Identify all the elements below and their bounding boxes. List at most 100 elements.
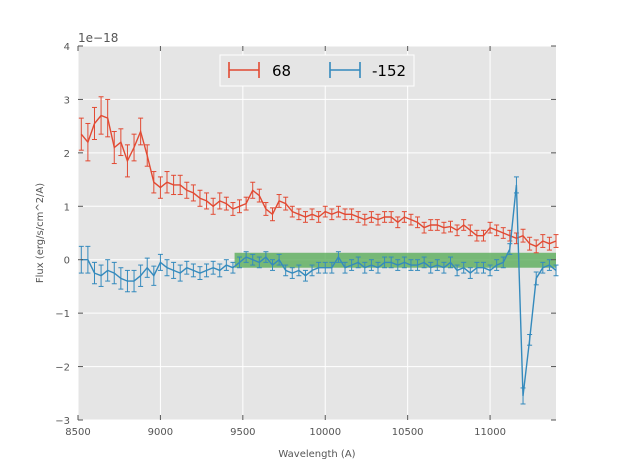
series-2-point [355, 256, 361, 269]
legend-marker-series-1 [228, 62, 260, 78]
series-1-point [329, 208, 335, 221]
series-1-point [276, 194, 282, 208]
series-1-point [263, 202, 269, 216]
series-1-point [138, 117, 144, 146]
series-1-point [283, 196, 289, 211]
series-1-point [415, 216, 421, 229]
series-1-point [184, 181, 190, 199]
series-1-point [289, 205, 295, 218]
series-1-point [487, 221, 493, 234]
y-axis-label: Flux (erg/s/cm^2/A) [35, 183, 46, 283]
series-2-point [111, 261, 117, 285]
series-2-point [289, 267, 295, 279]
series-2-point [513, 176, 519, 194]
series-2-point [448, 256, 454, 269]
series-2-point [507, 243, 513, 255]
y-tick-label: −1 [55, 309, 70, 320]
series-1-point [91, 106, 97, 140]
series-2-point [276, 253, 282, 266]
series-1-point [335, 205, 341, 218]
series-2-point [500, 256, 506, 269]
series-1-point [421, 221, 427, 234]
y-offset-label: 1e−18 [78, 31, 118, 45]
series-1-point [118, 128, 124, 157]
series-1-point [302, 211, 308, 223]
series-2-point [230, 261, 236, 274]
series-1-point [111, 130, 117, 165]
series-1-point [388, 211, 394, 223]
series-2-point [197, 266, 203, 280]
series-2-point [283, 264, 289, 277]
series-1-point [177, 174, 183, 196]
series-1-point [467, 224, 473, 237]
series-1-point [230, 202, 236, 216]
series-2-point [171, 261, 177, 279]
y-tick-label: −2 [55, 363, 70, 374]
legend-marker-series-2 [329, 62, 361, 78]
series-2-point [263, 251, 269, 263]
series-2-point [256, 256, 262, 269]
legend-label-series-2: -152 [372, 62, 406, 80]
series-1-point [256, 188, 262, 203]
series-1-point [461, 219, 467, 231]
x-tick-label: 9500 [230, 427, 255, 438]
series-2-point [223, 259, 229, 271]
series-2-point [480, 261, 486, 274]
series-2-point [395, 259, 401, 271]
series-2-point [184, 260, 190, 275]
series-2-point [190, 263, 196, 278]
x-tick-label: 8500 [65, 427, 90, 438]
series-2-point [164, 259, 170, 277]
series-2-point [329, 261, 335, 274]
series-1-point [375, 213, 381, 226]
series-2-point [243, 251, 249, 263]
series-1-point [190, 184, 196, 202]
series-1-point [546, 236, 552, 251]
series-layer [78, 96, 559, 405]
y-tick-label: 2 [64, 149, 70, 160]
series-1-point [500, 227, 506, 239]
series-2-point [520, 387, 526, 405]
x-tick-label: 10500 [392, 427, 424, 438]
series-1-point [250, 181, 256, 199]
series-2-point [217, 263, 223, 278]
series-2-point [388, 256, 394, 269]
series-2-point [85, 245, 91, 274]
series-1 [78, 96, 559, 254]
series-2-point [237, 256, 243, 269]
series-1-point [382, 211, 388, 223]
y-tick-label: −3 [55, 416, 70, 427]
series-1-point [105, 98, 111, 138]
x-tick-label: 11000 [474, 427, 506, 438]
series-1-point [355, 211, 361, 223]
series-2-point [335, 251, 341, 263]
series-2-point [296, 264, 302, 277]
series-1-point [474, 229, 480, 242]
series-2-point [349, 259, 355, 271]
series-1-point [78, 117, 84, 151]
series-2-point [368, 259, 374, 271]
series-2-point [362, 261, 368, 274]
series-1-point [441, 221, 447, 234]
series-2-point [151, 265, 157, 286]
highlight-band-layer [234, 252, 556, 268]
series-2-point [441, 261, 447, 274]
series-2-point [533, 271, 539, 286]
series-2-point [401, 256, 407, 269]
series-1-point [171, 174, 177, 196]
series-1-point [540, 234, 546, 248]
series-2-point [421, 256, 427, 269]
series-2-point [302, 269, 308, 282]
series-2-point [250, 253, 256, 266]
series-2-point [98, 264, 104, 287]
series-2-point [124, 269, 130, 293]
y-tick-label: 1 [64, 202, 70, 213]
series-1-point [210, 197, 216, 215]
series-2-point [494, 259, 500, 271]
series-1-point [151, 171, 157, 194]
series-2-point [461, 261, 467, 274]
series-1-point [124, 144, 130, 178]
series-2-point [91, 261, 97, 285]
series-2-point [434, 259, 440, 271]
